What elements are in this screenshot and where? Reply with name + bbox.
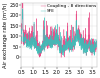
Coupling - 8 directions (60, 57, 62, 58)
Coupling - 8 directions (67, 36, 68, 37)
SFE (86, 45, 88, 46)
Line: SFE: SFE (21, 9, 97, 55)
Legend: Coupling - 8 directions, SFE: Coupling - 8 directions, SFE (41, 4, 96, 13)
Coupling - 8 directions (65, 44, 66, 45)
Coupling - 8 directions (69, 50, 70, 51)
SFE (78, 43, 80, 44)
SFE (69, 39, 70, 40)
SFE (65, 46, 66, 47)
SFE (86, 55, 87, 56)
Coupling - 8 directions (86, 46, 88, 47)
SFE (26, 43, 27, 44)
SFE (67, 41, 68, 42)
Coupling - 8 directions (21, 36, 22, 37)
Coupling - 8 directions (78, 36, 80, 37)
SFE (97, 44, 98, 45)
SFE (21, 38, 22, 39)
Coupling - 8 directions (97, 39, 98, 40)
Line: Coupling - 8 directions: Coupling - 8 directions (21, 0, 97, 57)
Coupling - 8 directions (26, 30, 27, 31)
Y-axis label: Air exchange rate (m³/h): Air exchange rate (m³/h) (3, 2, 8, 68)
SFE (22, 8, 23, 9)
